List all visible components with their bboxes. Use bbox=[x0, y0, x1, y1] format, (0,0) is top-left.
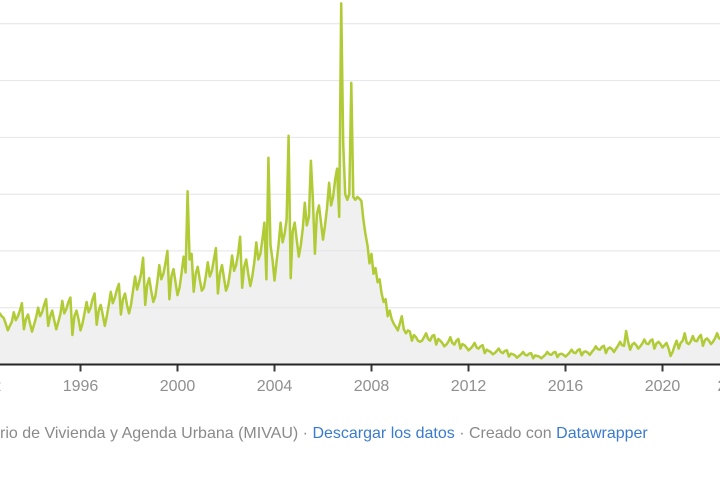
separator-dot: · bbox=[298, 425, 313, 442]
x-axis-label: 1992 bbox=[0, 378, 1, 395]
x-axis-label: 2004 bbox=[257, 378, 293, 395]
source-text: rio de Vivienda y Agenda Urbana (MIVAU) bbox=[0, 425, 299, 442]
chart-canvas: 1992 2023 1996 2000 2004 2008 2012 2016 2020 bbox=[0, 2, 720, 395]
created-with-text: Creado con bbox=[468, 425, 557, 442]
datawrapper-link[interactable]: Datawrapper bbox=[556, 425, 648, 442]
x-axis-label: 2023 bbox=[718, 378, 720, 395]
x-axis-label: 2000 bbox=[160, 378, 196, 395]
x-axis-label: 2020 bbox=[645, 378, 681, 395]
series-line bbox=[0, 2, 720, 360]
x-axis-label: 1996 bbox=[63, 378, 99, 395]
download-data-link[interactable]: Descargar los datos bbox=[312, 425, 455, 442]
chart-area: 1992 2023 1996 2000 2004 2008 2012 2016 2020 bbox=[0, 2, 720, 395]
x-axis-label: 2008 bbox=[354, 378, 390, 395]
chart-footer: rio de Vivienda y Agenda Urbana (MIVAU) … bbox=[0, 424, 720, 444]
x-axis-label: 2016 bbox=[548, 378, 584, 395]
separator-dot: · bbox=[454, 425, 469, 442]
x-axis-label: 2012 bbox=[451, 378, 487, 395]
